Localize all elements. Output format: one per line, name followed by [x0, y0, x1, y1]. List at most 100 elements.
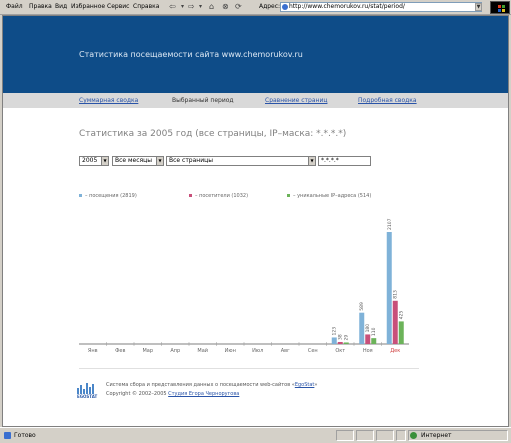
- x-tick-label: Сен: [308, 348, 318, 354]
- legend-label: – посетители (1032): [195, 193, 249, 199]
- legend-visits: – посещения (2819): [79, 193, 137, 199]
- browser-menubar: Файл Правка Вид Избранное Сервис Справка…: [0, 0, 511, 15]
- x-tick-label: Июл: [252, 348, 263, 354]
- site-header: Статистика посещаемости сайта www.chemor…: [3, 16, 508, 93]
- year-select[interactable]: 2005 ▼: [79, 156, 109, 166]
- bar-value-label: 38: [338, 334, 344, 340]
- bar-Дек-2: [398, 321, 404, 344]
- status-pane: [376, 430, 394, 441]
- forward-icon[interactable]: ⇨: [188, 2, 195, 11]
- nav-bar: Суммарная сводка Выбранный период Сравне…: [3, 93, 508, 108]
- x-tick-label: Дек: [390, 348, 400, 354]
- back-dropdown-icon[interactable]: ▾: [181, 3, 185, 10]
- logo-bar: [92, 384, 94, 394]
- chevron-down-icon: ▼: [156, 157, 163, 165]
- zone-text: Интернет: [421, 432, 452, 439]
- x-tick-label: Мар: [142, 348, 153, 354]
- bar-Окт-2: [343, 342, 349, 344]
- bar-Дек-0: [386, 232, 392, 344]
- logo-bar: [86, 383, 88, 394]
- x-tick-label: Окт: [335, 348, 345, 354]
- bar-Дек-1: [392, 300, 398, 344]
- footer-divider: [79, 368, 419, 369]
- status-pane: [356, 430, 374, 441]
- bar-Окт-0: [331, 337, 337, 344]
- bar-value-label: 2107: [387, 218, 393, 230]
- chevron-down-icon: ▼: [101, 157, 108, 165]
- bar-value-label: 110: [371, 327, 377, 336]
- copyright-text: Copyright © 2002–2005: [106, 391, 169, 397]
- footer-text: »: [314, 382, 318, 388]
- footer-text: Система сбора и представления данных о п…: [106, 382, 295, 388]
- menu-favorites[interactable]: Избранное: [71, 3, 106, 10]
- refresh-icon[interactable]: ⟳: [235, 2, 242, 11]
- egostat-link[interactable]: EgoStat: [294, 382, 315, 388]
- chevron-down-icon: ▼: [308, 157, 315, 165]
- menu-file[interactable]: Файл: [6, 3, 23, 10]
- internet-zone-icon: [410, 432, 417, 439]
- logo-bar: [89, 387, 91, 394]
- nav-period: Выбранный период: [172, 97, 234, 104]
- studio-link[interactable]: Студия Егора Черноругова: [168, 391, 240, 397]
- menu-view[interactable]: Вид: [55, 3, 68, 10]
- windows-logo-icon: [490, 1, 510, 14]
- status-bar: Готово Интернет: [0, 427, 511, 443]
- x-tick-label: Июн: [225, 348, 236, 354]
- logo-bar: [77, 388, 79, 394]
- address-dropdown-icon[interactable]: ▼: [475, 3, 482, 11]
- zone-pane: [408, 430, 508, 441]
- legend-label: – посещения (2819): [85, 193, 137, 199]
- stop-icon[interactable]: ⊗: [222, 2, 229, 11]
- bar-Ноя-1: [365, 334, 371, 344]
- bar-value-label: 589: [359, 302, 365, 311]
- bar-value-label: 180: [365, 324, 371, 333]
- bar-value-label: 813: [393, 290, 399, 299]
- egostat-logo: EGOSTAT: [77, 381, 101, 399]
- bar-value-label: 29: [344, 335, 350, 341]
- month-select[interactable]: Все месяцы ▼: [112, 156, 164, 166]
- page-viewport: Статистика посещаемости сайта www.chemor…: [2, 15, 509, 427]
- page-value: Все страницы: [169, 157, 213, 164]
- year-value: 2005: [82, 157, 98, 164]
- menu-help[interactable]: Справка: [133, 3, 160, 10]
- page-title: Статистика за 2005 год (все страницы, IP…: [79, 129, 347, 139]
- forward-dropdown-icon[interactable]: ▾: [199, 3, 203, 10]
- ip-mask-input[interactable]: *.*.*.*: [318, 156, 371, 166]
- nav-details[interactable]: Подробная сводка: [358, 97, 417, 104]
- page-select[interactable]: Все страницы ▼: [166, 156, 316, 166]
- footer-line-1: Система сбора и представления данных о п…: [106, 382, 317, 388]
- page-icon: [282, 4, 288, 10]
- footer-line-2: Copyright © 2002–2005 Студия Егора Черно…: [106, 391, 239, 397]
- nav-summary[interactable]: Суммарная сводка: [79, 97, 139, 104]
- logo-bar: [83, 389, 85, 394]
- bar-Окт-1: [337, 341, 343, 344]
- logo-bar: [80, 385, 82, 394]
- page-done-icon: [4, 432, 11, 439]
- address-input[interactable]: http://www.chemorukov.ru/stat/period/: [280, 2, 482, 12]
- legend-swatch: [287, 194, 290, 197]
- x-tick-label: Янв: [88, 348, 98, 354]
- bar-Ноя-2: [371, 338, 377, 344]
- x-tick-label: Май: [197, 347, 208, 354]
- bar-Ноя-0: [359, 312, 365, 344]
- month-value: Все месяцы: [115, 157, 152, 164]
- site-title: Статистика посещаемости сайта www.chemor…: [79, 50, 303, 59]
- x-tick-label: Апр: [170, 348, 180, 354]
- status-pane: [336, 430, 354, 441]
- address-label: Адрес:: [259, 3, 281, 10]
- menu-tools[interactable]: Сервис: [107, 3, 130, 10]
- status-text: Готово: [14, 432, 36, 439]
- legend-visitors: – посетители (1032): [189, 193, 248, 199]
- menu-edit[interactable]: Правка: [29, 3, 52, 10]
- legend-unique-ip: – уникальные IP–адреса (514): [287, 193, 371, 199]
- bar-value-label: 123: [332, 327, 338, 336]
- address-url: http://www.chemorukov.ru/stat/period/: [289, 3, 405, 10]
- nav-compare-pages[interactable]: Сравнение страниц: [265, 97, 328, 104]
- logo-text: EGOSTAT: [77, 394, 98, 399]
- status-pane: [396, 430, 406, 441]
- x-tick-label: Авг: [281, 348, 290, 354]
- home-icon[interactable]: ⌂: [209, 2, 215, 11]
- back-icon[interactable]: ⇦: [169, 2, 176, 11]
- legend-label: – уникальные IP–адреса (514): [293, 193, 372, 199]
